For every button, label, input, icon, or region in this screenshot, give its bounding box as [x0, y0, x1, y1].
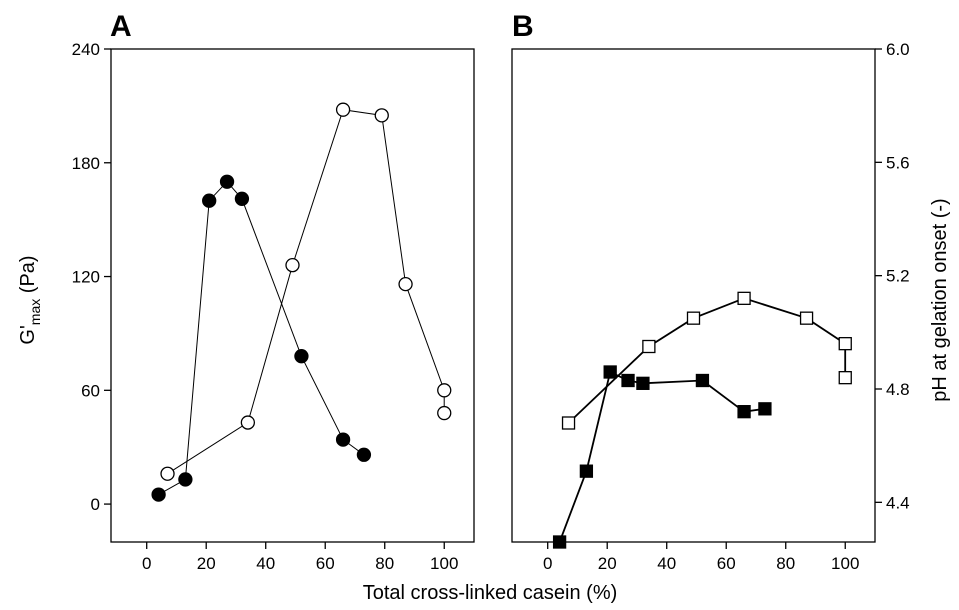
panel-a-series-2-point [335, 102, 351, 117]
x-axis-label: Total cross-linked casein (%) [363, 582, 618, 604]
panel-a-series-1-point [356, 447, 372, 462]
y-label-subscript: max [27, 299, 43, 325]
panel-b-x-axis: 0 20 40 60 80 100 [543, 542, 859, 573]
panel-b-x-tick-label: 100 [831, 554, 859, 573]
panel-b-series-2-point [561, 416, 576, 430]
panel-a-y-tick-label: 0 [91, 495, 100, 514]
panel-a-y-tick-label: 120 [72, 268, 100, 287]
panel-b-y-tick-label: 4.8 [886, 380, 910, 399]
panel-a-y-tick-label: 180 [72, 154, 100, 173]
panel-a-x-tick-label: 60 [316, 554, 335, 573]
panel-b-letter: B [512, 10, 534, 43]
panel-a-series-lines [158, 109, 445, 496]
y-label-unit: (Pa) [17, 255, 39, 298]
panel-b-series-2-point [737, 291, 751, 305]
panel-b-x-tick-label: 20 [598, 554, 617, 573]
panel-a-series-1-point [151, 487, 166, 502]
panel-b-y-tick-label: 5.6 [886, 153, 910, 172]
panel-a-series-2-point [160, 466, 175, 481]
panel-b-markers [552, 291, 852, 549]
panel-b-x-tick-label: 0 [543, 554, 552, 573]
panel-b-y-tick-label: 4.4 [886, 493, 910, 512]
panel-a-chart: A 0 20 40 60 80 100 0 60 120 180 240 G'max (Pa) [17, 10, 475, 573]
panel-b-series-1-point [695, 373, 710, 388]
panel-b-y-axis: 4.4 4.8 5.2 5.6 6.0 [875, 40, 910, 512]
panel-a-x-tick-label: 80 [375, 554, 394, 573]
panel-b-series-1-point [737, 405, 751, 419]
panel-b-chart: B 0 20 40 60 80 100 4.4 4.8 5.2 5.6 6.0 pH at gel… [511, 10, 951, 573]
panel-a-series-2-line [167, 109, 445, 475]
panel-b-x-tick-label: 40 [657, 554, 676, 573]
panel-a-series-2-point [437, 405, 452, 421]
panel-b-series-1-point [758, 402, 772, 416]
panel-b-series-1-point [621, 373, 635, 388]
panel-b-y-tick-label: 5.2 [886, 267, 910, 286]
panel-b-y-tick-label: 6.0 [886, 40, 910, 59]
panel-a-frame [110, 48, 475, 543]
panel-b-x-tick-label: 60 [717, 554, 736, 573]
panel-b-series-lines [558, 297, 847, 543]
panel-a-series-2-point [285, 258, 300, 273]
panel-a-series-1-point [219, 174, 235, 189]
panel-a-y-axis: 0 60 120 180 240 [72, 40, 111, 514]
panel-b-frame [511, 48, 876, 543]
panel-a-y-axis-label: G'max (Pa) [17, 255, 43, 344]
panel-a-series-2-point [437, 383, 452, 398]
panel-a-series-1-point [294, 349, 309, 364]
panel-a-series-2-point [374, 108, 389, 123]
panel-b-series-1-point [579, 464, 594, 478]
panel-a-series-1-point [178, 472, 193, 487]
panel-b-x-tick-label: 80 [776, 554, 795, 573]
panel-a-markers [151, 102, 452, 502]
panel-a-x-tick-label: 40 [256, 554, 275, 573]
panel-a-letter: A [110, 10, 132, 43]
y-label-main: G' [17, 325, 39, 344]
panel-b-series-2-point [838, 337, 852, 351]
panel-a-series-1-point [202, 193, 217, 208]
panel-b-series-1-point [636, 376, 650, 390]
panel-a-x-axis: 0 20 40 60 80 100 [142, 542, 458, 573]
panel-a-x-tick-label: 100 [430, 554, 458, 573]
panel-b-series-2-point [686, 311, 701, 325]
panel-b-series-2-point [642, 339, 656, 354]
panel-b-series-2-point [838, 371, 852, 385]
panel-a-series-2-point [240, 415, 256, 430]
panel-b-series-2-point [799, 311, 814, 325]
panel-a-y-tick-label: 60 [81, 381, 100, 400]
panel-a-series-1-point [335, 432, 351, 447]
panel-b-series-1-point [552, 535, 567, 549]
panel-b-y-axis-label: pH at gelation onset (-) [929, 198, 951, 401]
panel-a-series-2-point [398, 276, 413, 292]
panel-b-series-1-line [558, 370, 766, 543]
panel-a-x-tick-label: 20 [197, 554, 216, 573]
panel-a-series-1-point [234, 191, 250, 206]
panel-a-series-1-line [158, 180, 365, 496]
panel-a-y-tick-label: 240 [72, 40, 100, 59]
panel-b-series-1-point [603, 365, 617, 379]
panel-a-x-tick-label: 0 [142, 554, 151, 573]
